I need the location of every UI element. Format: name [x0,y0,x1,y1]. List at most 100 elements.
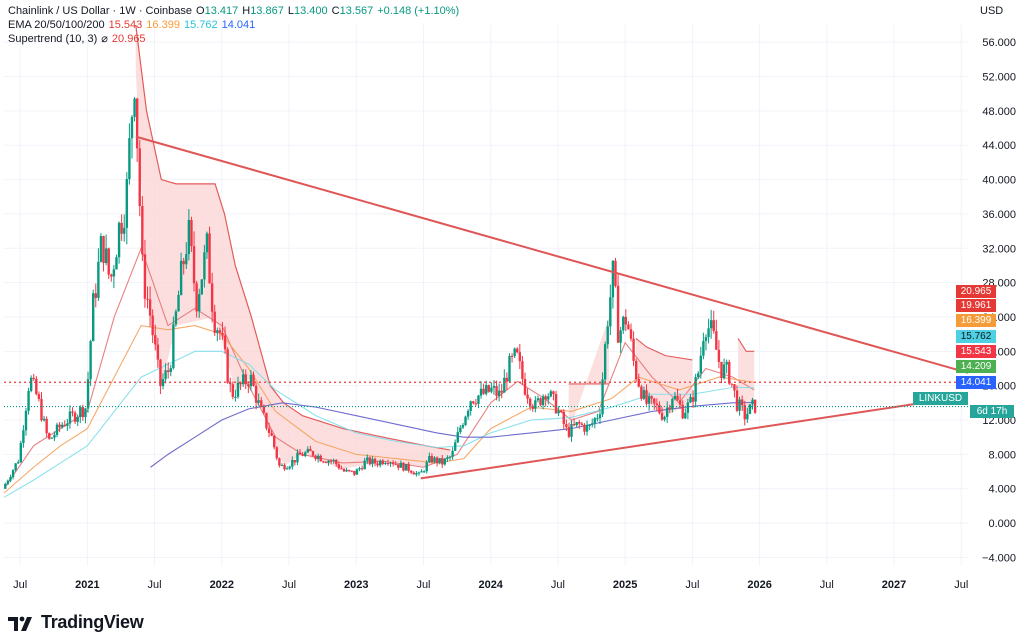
candle-body [107,248,110,275]
ema-indicator-name[interactable]: EMA 20/50/100/200 [8,19,105,31]
symbol-title[interactable]: Chainlink / US Dollar · 1W · Coinbase [8,5,193,17]
candle-body [371,458,374,465]
candle-body [619,330,622,343]
candle-body [616,285,620,343]
candle-body [102,236,105,264]
candle-body [715,331,718,350]
candle-body [650,396,653,399]
candle-body [76,417,79,422]
brand-name: TradingView [41,612,144,632]
candle-body [125,179,129,228]
candle-body [267,428,271,433]
candle-body [699,355,703,374]
footer-branding[interactable]: TradingView [8,612,144,633]
candle-body [451,450,454,457]
candle-body [485,385,488,394]
candle-body [728,361,731,384]
candle-body [389,462,392,464]
candle-body [314,455,317,459]
candle-body [557,410,560,414]
price-tag: 15.543 [956,345,996,358]
candle-body [340,468,343,470]
candle-body [464,416,467,426]
candle-body [448,456,452,458]
candle-body [386,463,390,465]
candle-body [528,398,532,406]
candle-body [642,390,646,399]
candle-body [68,411,72,424]
candle-body [472,401,475,404]
candle-body [164,370,167,380]
candle-body [71,411,74,413]
candle-body [526,394,529,399]
visibility-off-icon[interactable]: ⌀ [101,33,108,45]
ema100-value: 15.762 [183,19,218,31]
candle-body [381,460,384,465]
candle-body [446,457,449,459]
candle-body [751,399,754,405]
x-tick-label: Jul [148,579,162,591]
candle-body [474,403,478,405]
candle-body [497,390,501,396]
candle-body [210,283,214,312]
supertrend-indicator-name[interactable]: Supertrend (10, 3) [8,33,98,45]
candle-body [45,418,48,434]
candle-body [453,442,457,451]
candle-body [580,423,584,425]
currency-label[interactable]: USD [980,5,1004,17]
candle-body [208,233,211,284]
candle-body [213,311,216,333]
candle-body [725,361,728,365]
candle-body [482,388,485,394]
candle-body [397,464,400,468]
candle-body [22,430,25,444]
candle-body [477,395,480,404]
candle-body [146,298,149,300]
supertrend-fill [568,316,610,433]
candle-body [717,349,721,362]
ema100-line [3,350,755,498]
candle-body [301,454,304,456]
candle-body [743,405,746,420]
candle-body [562,411,565,425]
x-tick-label: Jul [13,579,27,591]
high-label: H [242,5,251,17]
y-tick-label: −4.000 [982,552,1016,564]
candle-body [704,337,708,341]
candle-body [534,400,537,409]
candle-body [172,324,175,369]
candle-body [306,448,310,453]
candle-body [112,269,116,277]
y-tick-label: 40.000 [982,175,1016,187]
candle-body [347,469,351,471]
candle-body [518,352,522,362]
y-tick-label: 4.000 [988,484,1016,496]
ema200-value: 14.041 [221,19,256,31]
candle-body [552,391,555,395]
candle-body [410,470,413,473]
price-tag: 16.399 [956,314,996,327]
candle-body [420,471,423,473]
ema50-value: 16.399 [146,19,180,31]
candle-body [368,457,372,465]
price-tag: 19.961 [956,299,996,312]
candle-body [342,469,346,472]
candle-body [198,294,201,312]
candle-body [622,316,625,331]
candle-body [185,254,188,265]
y-tick-label: 8.000 [988,449,1016,461]
candle-body [285,468,289,470]
candle-body [547,396,550,400]
y-tick-label: 56.000 [982,37,1016,49]
candle-body [469,401,472,411]
price-tag: 20.965 [956,285,996,298]
candle-body [226,349,229,383]
candles-group [4,96,757,489]
candle-body [637,379,640,387]
candle-body [81,407,85,418]
candle-body [391,462,395,465]
candle-body [335,459,338,465]
supertrend-fill [135,25,451,469]
